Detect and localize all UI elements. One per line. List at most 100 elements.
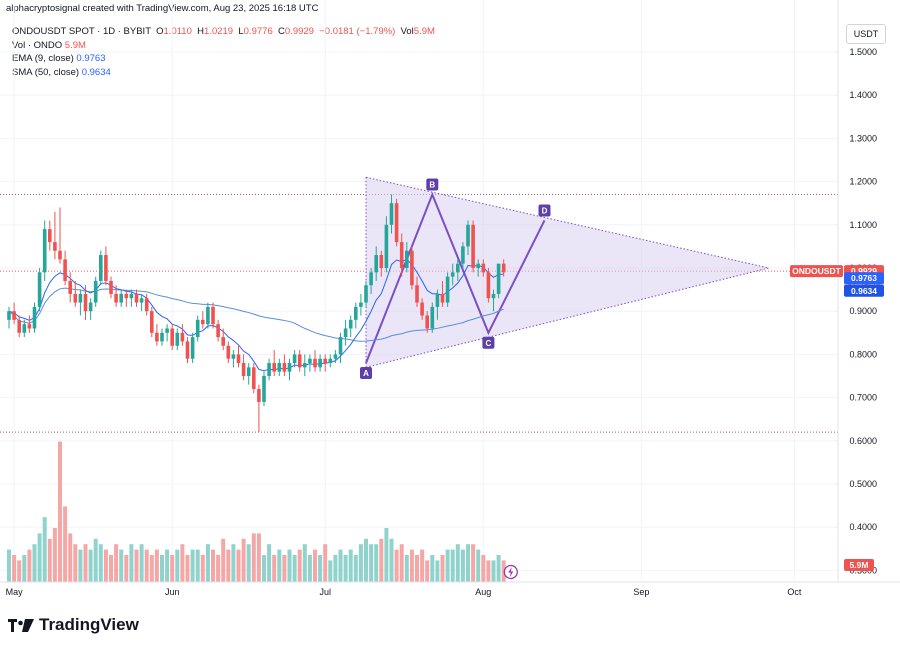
candle xyxy=(491,289,496,312)
volume-bar xyxy=(272,555,277,582)
candle xyxy=(486,268,491,303)
abcd-path xyxy=(365,191,546,364)
price-tick-label: 0.4000 xyxy=(849,522,877,532)
candle-body xyxy=(501,263,506,273)
volume-bar xyxy=(52,528,57,582)
candle xyxy=(185,337,190,364)
candle-body xyxy=(466,224,470,247)
candle-body xyxy=(53,242,57,251)
volume-bar xyxy=(358,544,363,582)
candle-body xyxy=(129,293,134,299)
legend-o-label: O xyxy=(156,26,164,37)
time-tick-label: Jul xyxy=(319,587,331,597)
legend-change: −0.0181 (−1.79%) xyxy=(319,26,396,37)
legend-vol-value: 5.9M xyxy=(413,26,435,37)
volume-bar xyxy=(379,538,384,582)
candle xyxy=(195,315,200,342)
candle xyxy=(501,259,506,277)
candle-body xyxy=(104,255,108,281)
time-axis: May Jun Jul Aug Sep Oct xyxy=(0,581,900,597)
volume-bar xyxy=(323,544,328,582)
candle-body xyxy=(471,224,475,268)
candle-body xyxy=(170,328,174,346)
candle xyxy=(226,341,231,364)
candle-body xyxy=(328,358,333,364)
volume-bar xyxy=(486,560,491,582)
price-tick-label: 0.8000 xyxy=(849,349,877,359)
candle-body xyxy=(160,332,164,342)
volume-bar xyxy=(307,555,312,582)
candle xyxy=(389,194,394,234)
volume-bar xyxy=(282,555,287,582)
volume-bar xyxy=(399,544,404,582)
legend-symbol[interactable]: ONDOUSDT SPOT · 1D · BYBIT xyxy=(12,26,151,37)
candle-body xyxy=(144,298,149,312)
candle xyxy=(262,371,266,407)
pattern-label-text: B xyxy=(429,181,435,190)
price-tick-label: 0.5000 xyxy=(849,479,877,489)
volume-bar xyxy=(170,555,175,582)
candle xyxy=(282,354,287,376)
volume-bar xyxy=(114,544,119,582)
volume-bar xyxy=(165,549,170,582)
volume-bar xyxy=(119,549,124,582)
candle xyxy=(63,250,67,286)
candle xyxy=(68,272,72,303)
currency-button[interactable]: USDT xyxy=(846,24,886,44)
candle-body xyxy=(359,302,363,307)
candle-body xyxy=(180,332,185,342)
candle xyxy=(267,358,271,381)
volume-bar xyxy=(103,549,108,582)
candle-body xyxy=(27,324,32,329)
volume-bar xyxy=(42,517,47,582)
legend-ema-row[interactable]: EMA (9, close) 0.9763 xyxy=(12,52,435,66)
volume-bar xyxy=(501,560,506,582)
candle-body xyxy=(252,367,256,389)
candle xyxy=(297,350,302,372)
pattern-label-box xyxy=(360,367,372,380)
candles xyxy=(7,194,506,433)
volume-bar xyxy=(430,555,435,582)
pattern-labels: A B C D xyxy=(360,178,551,380)
candle-body xyxy=(308,358,312,364)
candle-body xyxy=(58,250,62,260)
volume-bar xyxy=(88,549,93,582)
candle xyxy=(78,289,83,316)
legend-l-label: L xyxy=(238,26,244,37)
candle xyxy=(323,354,327,372)
candle-body xyxy=(139,298,144,303)
candle xyxy=(246,363,251,385)
volume-bar xyxy=(134,549,139,582)
candle-body xyxy=(277,363,282,372)
volume-bar xyxy=(124,555,129,582)
legend-sma-row[interactable]: SMA (50, close) 0.9634 xyxy=(12,66,435,80)
last-price-tag-text: 0.9929 xyxy=(851,266,877,276)
candle-body xyxy=(272,363,276,372)
volume-bar xyxy=(160,555,164,582)
candle-body xyxy=(93,280,98,303)
candle-body xyxy=(313,358,317,368)
legend-o-value: 1.0110 xyxy=(163,26,192,37)
volume-bar xyxy=(221,538,226,582)
volume-bar xyxy=(83,544,88,582)
symbol-tag-text: ONDOUSDT xyxy=(792,266,841,276)
candle xyxy=(272,350,276,376)
candle-body xyxy=(354,306,358,320)
candle-body xyxy=(257,388,261,402)
candle xyxy=(236,345,241,368)
sma-tag: 0.9634 xyxy=(844,284,884,297)
legend-volume-row[interactable]: Vol · ONDO 5.9M xyxy=(12,39,435,53)
candle xyxy=(124,289,129,307)
volume-bar xyxy=(343,555,348,582)
candle-body xyxy=(195,319,200,338)
candle xyxy=(313,350,317,372)
candle-body xyxy=(282,363,287,372)
price-tick-label: 1.3000 xyxy=(849,133,877,143)
candle-body xyxy=(440,293,445,303)
candle-body xyxy=(175,332,180,346)
candle-body xyxy=(445,276,450,303)
pattern-label-box xyxy=(482,336,495,349)
candle xyxy=(420,298,424,320)
candle-body xyxy=(292,354,297,364)
